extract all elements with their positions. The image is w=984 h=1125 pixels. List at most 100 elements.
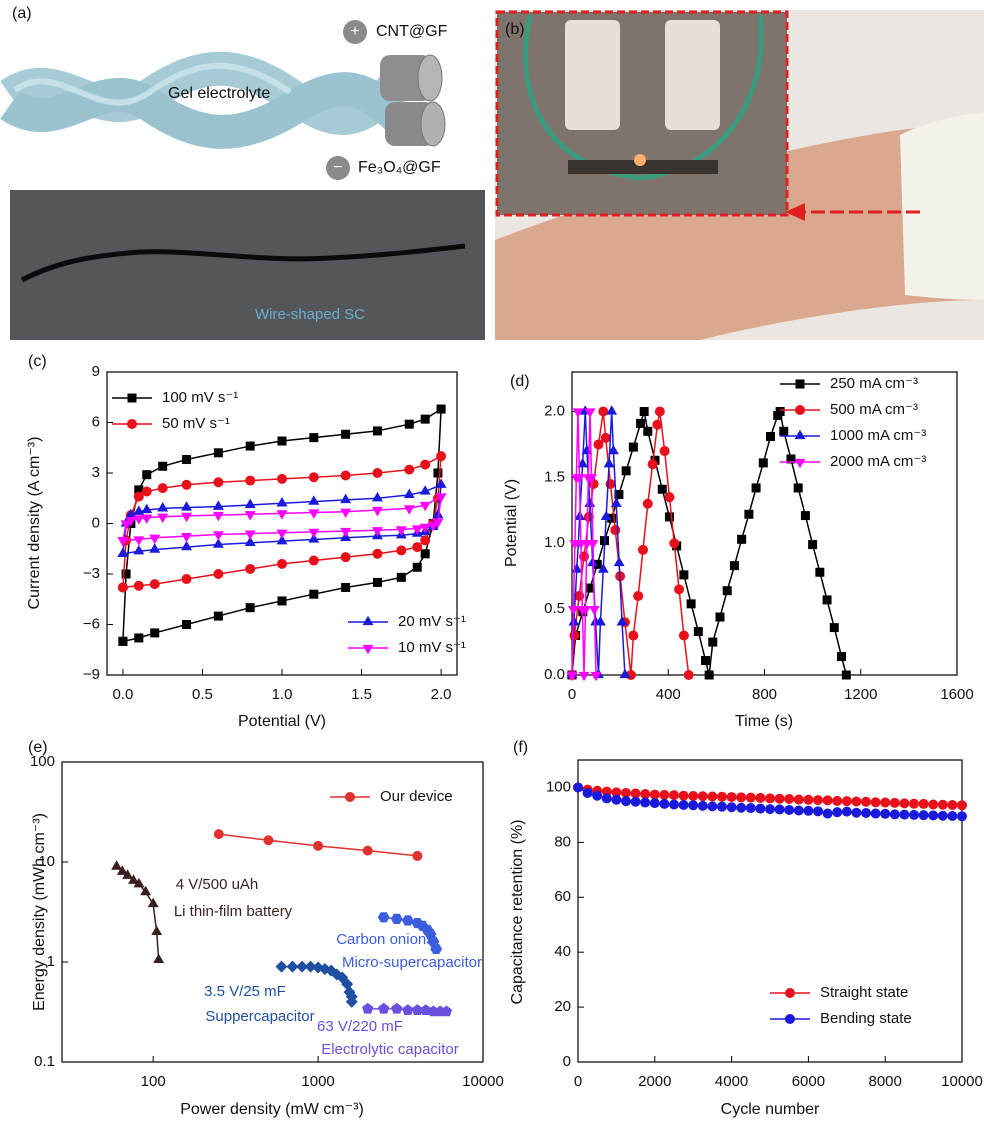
marker (373, 507, 382, 515)
marker (641, 790, 650, 799)
marker (118, 583, 127, 592)
marker (938, 811, 947, 820)
marker (756, 804, 765, 813)
marker (615, 558, 624, 566)
marker (150, 580, 159, 589)
marker (622, 467, 630, 475)
marker (708, 802, 717, 811)
marker (152, 927, 161, 935)
marker (775, 794, 784, 803)
chart: 1001000100000.1110100Power density (mW c… (28, 739, 504, 1118)
marker (310, 434, 318, 442)
x-axis-label: Cycle number (721, 1101, 820, 1118)
marker (134, 492, 143, 501)
marker (948, 801, 957, 810)
marker (718, 792, 727, 801)
marker (182, 575, 191, 584)
marker (679, 631, 688, 640)
legend-label: Our device (380, 788, 453, 805)
marker (862, 797, 871, 806)
x-tick-label: 400 (656, 686, 681, 703)
marker (958, 801, 967, 810)
legend-label: Straight state (820, 984, 908, 1001)
marker (593, 791, 602, 800)
marker (910, 810, 919, 819)
sign: − (333, 159, 342, 176)
y-tick-label: 80 (554, 833, 571, 850)
marker (397, 546, 406, 555)
marker (665, 493, 674, 502)
x-tick-label: 2.0 (431, 686, 452, 703)
marker (852, 797, 861, 806)
marker (405, 465, 414, 474)
wire-photo (10, 190, 485, 340)
marker (214, 478, 223, 487)
x-tick-label: 6000 (792, 1073, 825, 1090)
marker (214, 612, 222, 620)
marker (154, 955, 163, 963)
marker (373, 427, 381, 435)
marker (150, 535, 159, 543)
marker (405, 506, 414, 514)
marker (586, 584, 594, 592)
legend-label: 250 mA cm⁻³ (830, 375, 918, 392)
marker (112, 861, 121, 869)
marker (392, 1004, 402, 1014)
legend-marker (128, 420, 137, 429)
marker (689, 791, 698, 800)
y-tick-label: 0.1 (34, 1053, 55, 1070)
marker (809, 541, 817, 549)
legend-label: 100 mV s⁻¹ (162, 389, 238, 406)
marker (716, 613, 724, 621)
legend-marker (795, 431, 804, 439)
marker (413, 543, 422, 552)
marker (142, 487, 151, 496)
x-tick-label: 4000 (715, 1073, 748, 1090)
marker (397, 573, 405, 581)
marker (756, 793, 765, 802)
marker (214, 501, 223, 509)
x-tick-label: 0 (574, 1073, 582, 1090)
marker (698, 792, 707, 801)
marker (341, 471, 350, 480)
sleeve (900, 112, 984, 300)
x-tick-label: 1000 (301, 1073, 334, 1090)
marker (246, 476, 255, 485)
marker (278, 474, 287, 483)
marker (421, 550, 429, 558)
y-tick-label: −3 (83, 565, 100, 582)
x-tick-label: 0 (568, 686, 576, 703)
marker (709, 638, 717, 646)
x-tick-label: 10000 (941, 1073, 983, 1090)
marker (135, 634, 143, 642)
marker (159, 462, 167, 470)
marker (570, 631, 579, 640)
device-photo: (b) (495, 10, 984, 340)
marker (670, 800, 679, 809)
x-tick-label: 1.5 (351, 686, 372, 703)
x-tick-label: 0.0 (112, 686, 133, 703)
marker (660, 799, 669, 808)
x-tick-label: 1200 (844, 686, 877, 703)
y-tick-label: −9 (83, 666, 100, 683)
legend-label: 10 mV s⁻¹ (398, 639, 466, 656)
y-tick-label: 20 (554, 998, 571, 1015)
marker (142, 505, 151, 513)
marker (929, 811, 938, 820)
marker (391, 914, 402, 923)
marker (143, 471, 151, 479)
legend-marker (786, 989, 795, 998)
anode-label: Fe₃O₄@GF (358, 159, 441, 176)
marker (403, 1005, 413, 1015)
marker (823, 596, 831, 604)
marker (679, 791, 688, 800)
marker (738, 535, 746, 543)
marker (421, 415, 429, 423)
marker (650, 790, 659, 799)
marker (660, 790, 669, 799)
legend-marker (786, 1015, 795, 1024)
marker (183, 621, 191, 629)
chart: 0400800120016000.00.51.01.52.0Time (s)Po… (503, 372, 973, 730)
marker (341, 495, 350, 503)
marker (660, 447, 669, 456)
